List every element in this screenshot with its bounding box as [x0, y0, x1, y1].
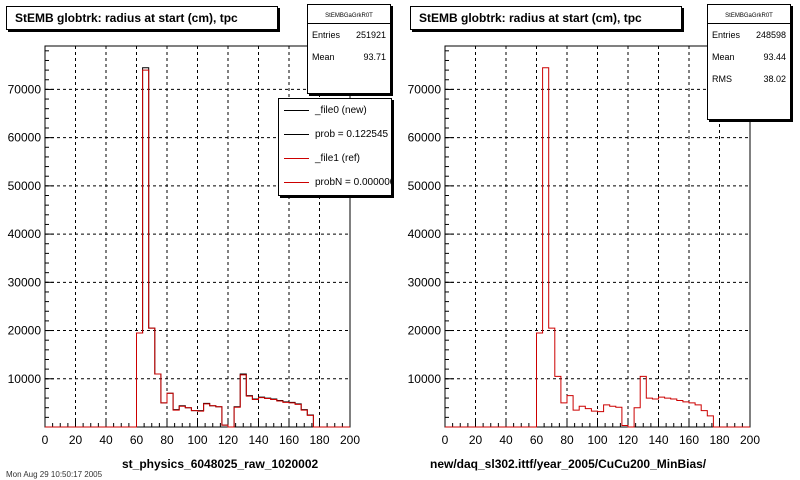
y-tick-label: 70000: [408, 82, 442, 96]
right-stats-box: StEMBGaGrkR0T Entries 248598 Mean 93.44 …: [707, 4, 791, 120]
histogram-series-0: [445, 67, 750, 428]
x-tick-label: 200: [740, 433, 760, 447]
legend-swatch: [284, 134, 309, 135]
x-tick-label: 0: [442, 433, 449, 447]
left-stats-box: StEMBGaGrkR0T Entries 251921 Mean 93.71: [307, 4, 391, 94]
y-tick-label: 70000: [8, 82, 42, 96]
stats-value: 93.71: [363, 52, 386, 62]
left-legend: _file0 (new) prob = 0.122545 _file1 (ref…: [278, 98, 392, 196]
legend-item-probn: probN = 0.000000: [279, 171, 391, 195]
legend-item-file0: _file0 (new): [279, 99, 391, 123]
x-tick-label: 20: [69, 433, 83, 447]
x-tick-label: 180: [709, 433, 729, 447]
stats-value: 93.44: [763, 52, 786, 62]
y-tick-label: 50000: [408, 179, 442, 193]
x-tick-label: 200: [340, 433, 360, 447]
x-tick-label: 180: [309, 433, 329, 447]
right-stats-row-rms: RMS 38.02: [708, 68, 790, 90]
legend-label: _file0 (new): [315, 105, 367, 116]
y-tick-label: 20000: [408, 324, 442, 338]
x-tick-label: 40: [99, 433, 113, 447]
x-tick-label: 60: [530, 433, 544, 447]
stats-value: 251921: [355, 30, 386, 40]
y-tick-label: 60000: [408, 131, 442, 145]
left-stats-row-entries: Entries 251921: [308, 24, 390, 46]
x-tick-label: 120: [618, 433, 638, 447]
y-tick-label: 20000: [8, 324, 42, 338]
left-histogram: 0 20 40 60 80 100 120 140 160 180 200 10000 20000 300…: [8, 45, 360, 447]
histogram-series-1: [45, 69, 350, 428]
stats-label: Mean: [312, 52, 335, 62]
x-tick-label: 80: [160, 433, 174, 447]
left-x-axis-title: st_physics_6048025_raw_1020002: [122, 457, 319, 471]
x-tick-label: 140: [648, 433, 668, 447]
legend-swatch: [284, 110, 309, 111]
right-stats-row-mean: Mean 93.44: [708, 46, 790, 68]
legend-label: _file1 (ref): [315, 153, 361, 164]
timestamp-footer: Mon Aug 29 10:50:17 2005: [6, 470, 103, 479]
right-title-box: StEMB globtrk: radius at start (cm), tpc: [410, 6, 682, 30]
x-tick-label: 160: [279, 433, 299, 447]
y-tick-label: 30000: [408, 275, 442, 289]
legend-swatch: [284, 158, 309, 159]
left-stats-row-mean: Mean 93.71: [308, 46, 390, 68]
stats-label: Mean: [712, 52, 735, 62]
right-stats-row-entries: Entries 248598: [708, 24, 790, 46]
y-tick-label: 10000: [408, 372, 442, 386]
stats-value: 248598: [755, 30, 786, 40]
y-tick-label: 30000: [8, 275, 42, 289]
legend-item-prob: prob = 0.122545: [279, 123, 391, 147]
legend-swatch: [284, 182, 309, 183]
x-tick-label: 40: [499, 433, 513, 447]
y-tick-label: 40000: [408, 227, 442, 241]
left-title: StEMB globtrk: radius at start (cm), tpc: [15, 11, 238, 25]
y-tick-label: 10000: [8, 372, 42, 386]
x-tick-label: 120: [218, 433, 238, 447]
x-tick-label: 160: [679, 433, 699, 447]
plot-frame: [444, 45, 751, 428]
stats-value: 38.02: [763, 74, 786, 84]
y-tick-label: 40000: [8, 227, 42, 241]
right-title: StEMB globtrk: radius at start (cm), tpc: [419, 11, 642, 25]
x-tick-label: 100: [587, 433, 607, 447]
x-tick-label: 60: [130, 433, 144, 447]
stats-label: Entries: [712, 30, 741, 40]
left-stats-name: StEMBGaGrkR0T: [308, 5, 390, 24]
x-tick-label: 140: [248, 433, 268, 447]
x-tick-label: 80: [560, 433, 574, 447]
right-histogram: 0 20 40 60 80 100 120 140 160 180 200 10000 20000 300…: [408, 45, 760, 447]
y-tick-label: 50000: [8, 179, 42, 193]
x-tick-label: 0: [42, 433, 49, 447]
x-tick-label: 100: [187, 433, 207, 447]
stats-label: Entries: [312, 30, 341, 40]
legend-item-file1: _file1 (ref): [279, 147, 391, 171]
y-tick-label: 60000: [8, 131, 42, 145]
left-title-box: StEMB globtrk: radius at start (cm), tpc: [6, 6, 278, 30]
x-tick-label: 20: [469, 433, 483, 447]
stats-label: RMS: [712, 74, 732, 84]
right-x-axis-title: new/daq_sl302.ittf/year_2005/CuCu200_Min…: [430, 457, 707, 471]
legend-label: prob = 0.122545: [315, 129, 389, 140]
legend-label: probN = 0.000000: [315, 177, 392, 188]
right-stats-name: StEMBGaGrkR0T: [708, 5, 790, 24]
